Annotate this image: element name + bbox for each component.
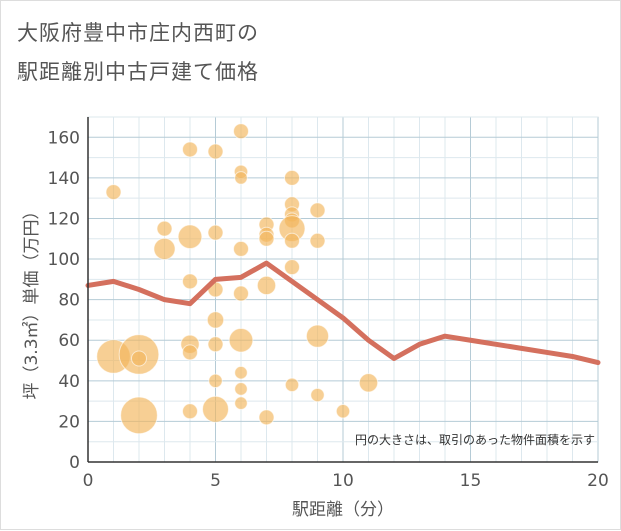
y-axis-label: 坪（3.3㎡）単価（万円） [22,202,42,399]
y-tick-label: 120 [48,209,80,229]
y-tick-label: 100 [48,250,80,270]
axes [87,117,598,463]
bubble-point [207,336,224,353]
bubble-point [358,373,379,393]
bubble-point [207,224,224,241]
bubble-point [228,327,254,353]
bubble-point [284,377,300,393]
x-tick-label: 0 [83,471,94,491]
bubble-point [131,350,147,367]
bubble-point [309,202,326,219]
x-axis-label: 駅距離（分） [292,500,394,520]
y-tick-label: 20 [58,412,80,432]
x-tick-label: 20 [587,471,609,491]
bubble-point [156,220,173,237]
x-tick-label: 15 [460,471,482,491]
y-tick-label: 0 [69,453,80,473]
bubble-size-note: 円の大きさは、取引のあった物件面積を示す [355,432,595,447]
bubble-point [182,344,198,361]
bubble-point [208,373,223,389]
bubble-point [284,169,300,186]
y-tick-label: 40 [58,372,80,392]
bubble-point [335,404,351,419]
average-line-series [85,260,601,366]
bubble-point [234,396,248,410]
bubble-point [120,396,158,435]
bubble-point [233,123,249,140]
bubble-series [96,123,379,435]
bubble-point [256,275,277,296]
bubble-point [258,230,275,247]
bubble-point [305,324,330,348]
bubble-point [234,171,248,185]
y-tick-label: 140 [48,169,80,189]
bubble-point [207,143,224,160]
y-tick-label: 60 [58,331,80,351]
y-tick-label: 80 [58,291,80,311]
bubble-point [182,273,198,290]
bubble-point [233,240,249,257]
bubble-point [310,387,325,403]
bubble-point [258,409,275,426]
bubble-point [284,232,300,249]
x-tick-label: 5 [210,471,221,491]
bubble-point [206,311,225,329]
bubble-point [182,141,198,158]
bubble-point [284,259,300,276]
bubble-point [234,365,248,380]
y-tick-label: 160 [48,128,80,148]
chart-title-line-2: 駅距離別中古戸建て価格 [17,60,259,84]
bubble-point [177,224,203,250]
average-price-line [85,260,601,366]
tick-labels: 0 5 10 15 20 0 20 40 60 80 100 120 140 160 [48,128,609,491]
bubble-point [105,184,122,201]
bubble-point [234,382,248,396]
bubble-point [233,285,249,302]
bubble-point [202,395,229,423]
bubble-point [309,232,326,249]
bubble-point [182,403,198,420]
bubble-point [153,237,176,261]
chart-title-line-1: 大阪府豊中市庄内西町の [17,21,259,45]
x-tick-label: 10 [332,471,354,491]
